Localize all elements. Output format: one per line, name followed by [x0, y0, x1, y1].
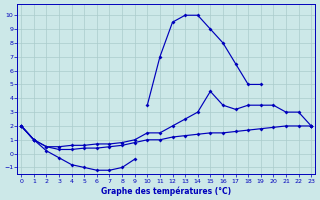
X-axis label: Graphe des températures (°C): Graphe des températures (°C)	[101, 186, 231, 196]
